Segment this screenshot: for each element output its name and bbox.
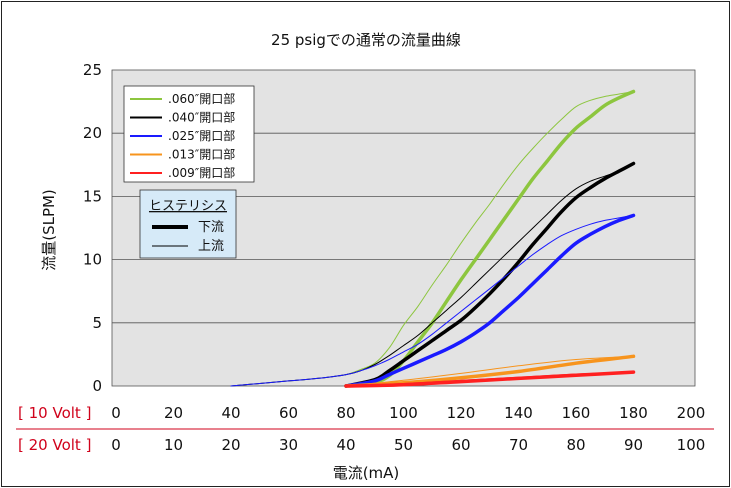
legend-label: .040″開口部	[168, 110, 235, 125]
hysteresis-thick-label: 下流	[198, 220, 224, 235]
legend-label: .009″開口部	[168, 165, 235, 180]
legend-label: .013″開口部	[168, 147, 235, 162]
x-tick-label: 40	[336, 436, 355, 454]
x-tick-label: 80	[336, 404, 355, 422]
legend-label: .025″開口部	[168, 128, 235, 143]
x-tick-label: 60	[279, 404, 298, 422]
x-tick-label: 10	[164, 436, 183, 454]
y-tick-label: 5	[92, 314, 102, 332]
legend-box	[123, 85, 255, 183]
x-tick-label: 60	[451, 436, 470, 454]
x-tick-label: 30	[279, 436, 298, 454]
legend-items: .060″開口部 .040″開口部 .025″開口部 .013″開口部 .009″開口部	[130, 91, 235, 180]
series-thick-line	[344, 161, 636, 388]
x-tick-label: 100	[677, 436, 706, 454]
x-tick-label: 40	[221, 404, 240, 422]
hysteresis-legend-title: ヒステリシス	[149, 199, 227, 214]
y-tick-label: 0	[92, 377, 102, 395]
y-tick-label: 20	[83, 124, 102, 142]
y-tick-label: 15	[83, 187, 102, 205]
x-tick-label: 100	[389, 404, 418, 422]
legend-label: .060″開口部	[168, 91, 235, 106]
series-thick-line	[344, 370, 636, 388]
x-tick-label: 120	[447, 404, 476, 422]
y-tick-label: 10	[83, 251, 102, 269]
x-axis-label: 電流(mA)	[333, 464, 400, 482]
x-tick-label: 0	[111, 404, 121, 422]
hysteresis-legend: ヒステリシス 下流 上流	[139, 189, 237, 259]
chart-title: 25 psigでの通常の流量曲線	[271, 31, 461, 49]
x-tick-label: 0	[111, 436, 121, 454]
x-tick-label: 20	[164, 404, 183, 422]
y-axis-ticks: 0 5 10 15 20 25	[83, 61, 102, 395]
series-lines	[230, 89, 636, 388]
legend: .060″開口部 .040″開口部 .025″開口部 .013″開口部 .009″開口部	[123, 85, 255, 183]
x-tick-label: 160	[562, 404, 591, 422]
series-thin-line	[345, 355, 634, 387]
x-axis-ticks-20v: 0 10 20 30 40 50 60 70 80 90 100	[111, 436, 705, 454]
x-axis-ticks-10v: 0 20 40 60 80 100 120 140 160 180 200	[111, 404, 705, 422]
hysteresis-legend-box	[139, 189, 237, 259]
x-tick-label: 70	[509, 436, 528, 454]
series-thin-line	[230, 214, 634, 387]
x-tick-label: 80	[566, 436, 585, 454]
x-tick-label: 90	[624, 436, 643, 454]
x-tick-label: 20	[221, 436, 240, 454]
x-tick-label: 140	[504, 404, 533, 422]
y-axis-label: 流量(SLPM)	[40, 189, 58, 271]
y-tick-label: 25	[83, 61, 102, 79]
x-tick-label: 50	[394, 436, 413, 454]
x-tick-label: 200	[677, 404, 706, 422]
x-tick-label: 180	[619, 404, 648, 422]
x-row-label-10v: [ 10 Volt ]	[18, 404, 91, 422]
x-row-label-20v: [ 20 Volt ]	[18, 436, 91, 454]
hysteresis-thin-label: 上流	[198, 239, 224, 254]
series-thick-line	[344, 213, 636, 388]
